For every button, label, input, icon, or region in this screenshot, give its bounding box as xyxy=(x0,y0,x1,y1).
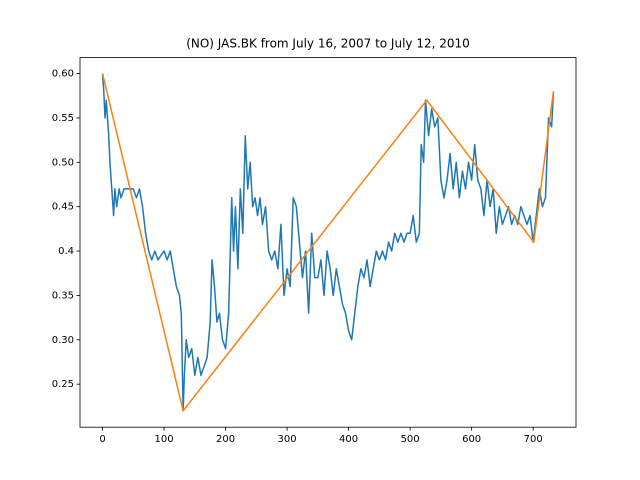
y-tick-label: 0.60 xyxy=(52,69,74,80)
y-tick-label: 0.35 xyxy=(52,290,74,301)
y-tick-label: 0.30 xyxy=(52,335,74,346)
x-tick-label: 700 xyxy=(524,434,543,445)
y-tick-label: 0.50 xyxy=(52,157,74,168)
x-tick-label: 600 xyxy=(462,434,481,445)
y-tick-label: 0.25 xyxy=(52,379,74,390)
x-tick-label: 0 xyxy=(99,434,105,445)
line-series xyxy=(101,73,555,412)
line-series xyxy=(101,73,555,412)
y-tick-label: 0.4 xyxy=(58,246,74,257)
y-tick-label: 0.55 xyxy=(52,113,74,124)
x-tick-label: 100 xyxy=(155,434,174,445)
y-tick-label: 0.45 xyxy=(52,202,74,213)
plot-frame xyxy=(79,57,577,428)
x-tick-label: 300 xyxy=(278,434,297,445)
x-tick-label: 200 xyxy=(216,434,235,445)
x-tick-label: 400 xyxy=(339,434,358,445)
chart-title: (NO) JAS.BK from July 16, 2007 to July 1… xyxy=(186,37,470,51)
x-tick-label: 500 xyxy=(401,434,420,445)
